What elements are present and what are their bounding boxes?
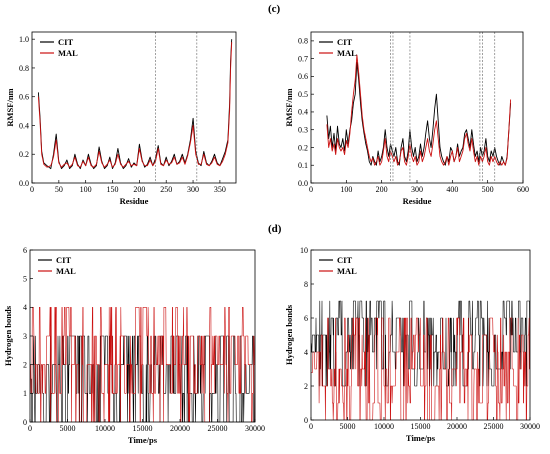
chart1-x-tick-label: 200 [133, 185, 145, 194]
chart2-x-tick-label: 400 [446, 185, 458, 194]
chart1-y-tick-label: 0.4 [19, 121, 29, 130]
chart1-x-tick-label: 100 [80, 185, 92, 194]
chart3-legend-label-mal: MAL [56, 266, 76, 276]
chart3-y-tick-label: 5 [23, 274, 27, 283]
chart4-y-tick-label: 6 [304, 314, 308, 323]
chart2-x-tick-label: 500 [482, 185, 494, 194]
chart3-y-tick-label: 1 [23, 389, 27, 398]
chart4-x-tick-label: 0 [309, 422, 313, 431]
chart3-y-axis-title: Hydrogen bonds [3, 305, 13, 366]
panel-label-d: (d) [268, 223, 282, 235]
chart1-x-tick-label: 0 [30, 185, 34, 194]
chart3-y-tick-label: 4 [23, 303, 27, 312]
chart4-x-tick-label: 15000 [411, 422, 431, 431]
chart3-y-tick-label: 0 [23, 418, 27, 427]
chart4-y-tick-label: 2 [304, 382, 308, 391]
chart1-series-cit-line [37, 39, 233, 170]
chart4-series-mal-line [311, 317, 530, 421]
chart2-x-tick-label: 100 [340, 185, 352, 194]
chart3-x-tick-label: 15000 [133, 424, 153, 433]
chart4-y-axis-title: Hydrogen bonds [284, 304, 294, 365]
chart2-x-tick-label: 200 [376, 185, 388, 194]
chart2-y-tick-label: 0.4 [298, 108, 308, 117]
chart4-x-tick-label: 10000 [374, 422, 394, 431]
chart4-x-tick-label: 25000 [484, 422, 504, 431]
chart2-legend-label-cit: CIT [337, 37, 352, 47]
chart1-x-axis-title: Residue [120, 196, 149, 206]
chart4-x-tick-label: 30000 [520, 422, 540, 431]
chart1-series-mal-line [37, 42, 233, 168]
chart4-x-tick-label: 5000 [340, 422, 356, 431]
chart1-y-tick-label: 0.8 [19, 64, 29, 73]
chart4-y-tick-label: 4 [304, 348, 308, 357]
chart2-x-tick-label: 300 [411, 185, 423, 194]
chart3-x-tick-label: 5000 [60, 424, 76, 433]
chart1-x-tick-label: 50 [55, 185, 63, 194]
chart2-y-tick-label: 0.6 [298, 72, 308, 81]
chart3-x-tick-label: 0 [28, 424, 32, 433]
chart2-y-tick-label: 0.7 [298, 54, 308, 63]
chart1-x-tick-label: 250 [160, 185, 172, 194]
chart2-y-tick-label: 0.8 [298, 37, 308, 46]
chart2-x-axis-title: Residue [403, 196, 432, 206]
chart1-y-tick-label: 0.6 [19, 93, 29, 102]
chart2-y-axis-title: RMSF/nm [284, 88, 294, 126]
chart3-y-tick-label: 3 [23, 332, 27, 341]
chart2-x-tick-label: 0 [309, 185, 313, 194]
chart2-y-tick-label: 0.2 [298, 143, 308, 152]
chart1-x-tick-label: 300 [187, 185, 199, 194]
chart1-y-tick-label: 0.2 [19, 150, 29, 159]
chart2-y-tick-label: 0.5 [298, 90, 308, 99]
panel-label-c: (c) [268, 3, 281, 15]
chart4-y-tick-label: 10 [300, 246, 308, 255]
chart4-legend-label-mal: MAL [337, 266, 357, 276]
chart3-x-tick-label: 30000 [245, 424, 265, 433]
chart1-legend-label-cit: CIT [58, 37, 73, 47]
chart2-y-tick-label: 0.1 [298, 161, 308, 170]
chart4-y-tick-label: 0 [304, 416, 308, 425]
chart4-x-axis-title: Time/ps [406, 433, 436, 443]
chart1-x-tick-label: 350 [214, 185, 226, 194]
chart1-legend-label-mal: MAL [58, 48, 78, 58]
chart2-x-tick-label: 600 [517, 185, 529, 194]
chart1-y-tick-label: 1.0 [19, 35, 29, 44]
chart1-plot-frame [31, 31, 237, 184]
chart2-series-cit-line [326, 61, 512, 166]
chart3-y-tick-label: 6 [23, 246, 27, 255]
chart1-y-tick-label: 0.0 [19, 179, 29, 188]
chart2-y-tick-label: 0.3 [298, 126, 308, 135]
chart3-series-mal-line [30, 307, 256, 423]
chart4-x-tick-label: 20000 [447, 422, 467, 431]
chart3-legend-label-cit: CIT [56, 255, 71, 265]
chart3-y-tick-label: 2 [23, 360, 27, 369]
chart2-y-tick-label: 0.0 [298, 179, 308, 188]
chart1-y-axis-title: RMSF/nm [5, 88, 15, 126]
chart3-x-tick-label: 25000 [208, 424, 228, 433]
chart2-legend-label-mal: MAL [337, 48, 357, 58]
chart3-x-tick-label: 20000 [170, 424, 190, 433]
chart4-y-tick-label: 8 [304, 280, 308, 289]
chart4-legend-label-cit: CIT [337, 255, 352, 265]
chart3-x-tick-label: 10000 [95, 424, 115, 433]
chart2-series-mal-line [326, 54, 512, 166]
chart1-x-tick-label: 150 [107, 185, 119, 194]
chart3-x-axis-title: Time/ps [128, 435, 158, 445]
